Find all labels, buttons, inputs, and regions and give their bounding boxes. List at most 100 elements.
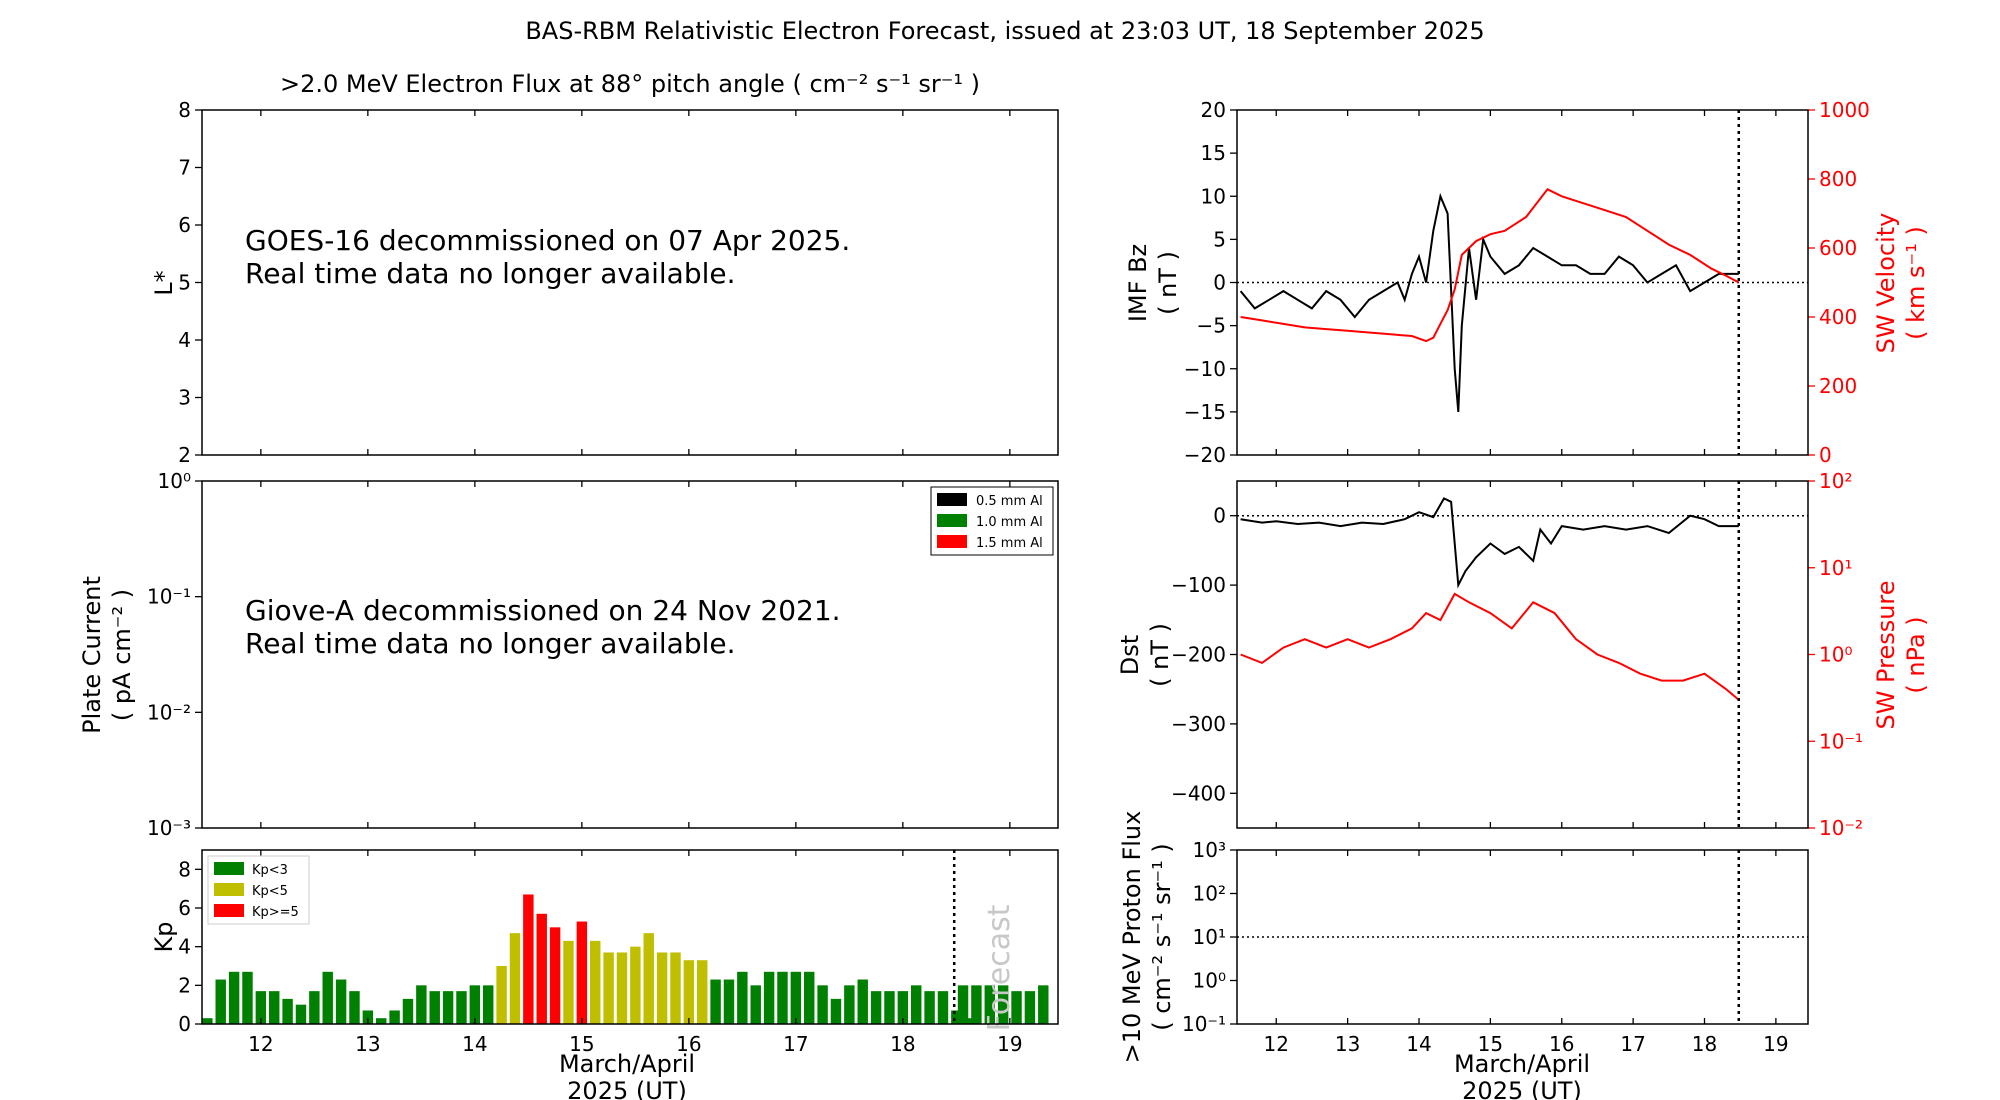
dst-y-tick-label: −100	[1171, 573, 1226, 597]
kp-x-tick-label: 18	[890, 1032, 915, 1056]
plate-current-message-line-2: Real time data no longer available.	[245, 627, 736, 660]
kp-bar	[643, 933, 654, 1024]
kp-legend-swatch-yellow	[214, 883, 244, 896]
kp-bar	[416, 985, 427, 1024]
imf-bz-x-ticks	[1275, 110, 1777, 455]
kp-x-tick-label: 19	[997, 1032, 1022, 1056]
kp-bar	[777, 971, 788, 1024]
kp-bar	[630, 946, 641, 1024]
electron-flux-message-line-2: Real time data no longer available.	[245, 257, 736, 290]
imf-bz-y-tick-label: −15	[1184, 400, 1226, 424]
sw-pressure-y-tick-label: 10⁰	[1819, 643, 1852, 667]
left-axis-series-line	[1239, 192, 1739, 412]
plate-current-y-ticks: 10⁻³ 10⁻² 10⁻¹ 10⁰	[147, 469, 202, 840]
kp-forecast-bar	[971, 985, 982, 1024]
kp-bar	[309, 991, 320, 1024]
proton-flux-y-label-line-1: >10 MeV Proton Flux	[1118, 811, 1146, 1064]
kp-bar	[804, 971, 815, 1024]
kp-bar	[683, 960, 695, 1024]
plate-current-y-tick-label: 10⁻²	[147, 700, 191, 724]
plate-legend-label-2: 1.5 mm Al	[976, 536, 1043, 551]
panel-electron-flux: >2.0 MeV Electron Flux at 88° pitch angl…	[150, 70, 1059, 467]
electron-flux-frame	[201, 109, 1059, 456]
kp-x-tick-label: 12	[248, 1032, 273, 1056]
plate-current-y-label-line-2: ( pA cm⁻² )	[108, 589, 136, 721]
proton-flux-y-tick-label: 10²	[1193, 882, 1226, 906]
panel-plate-current: 10⁻³ 10⁻² 10⁻¹ 10⁰ Plate Current ( pA cm⁻² …	[78, 469, 1059, 840]
kp-bar	[790, 971, 802, 1024]
kp-bar	[295, 1004, 307, 1024]
kp-bar	[737, 971, 748, 1024]
proton-flux-x-tick-label: 15	[1478, 1032, 1503, 1056]
kp-x-label-line-1: March/April	[559, 1050, 695, 1078]
kp-y-tick-label: 6	[178, 896, 191, 920]
kp-bar	[536, 913, 547, 1024]
kp-forecast-bar	[984, 985, 996, 1024]
imf-bz-frame	[1236, 109, 1809, 456]
figure-title: BAS-RBM Relativistic Electron Forecast, …	[525, 17, 1484, 45]
sw-velocity-y-tick-label: 400	[1819, 305, 1857, 329]
sw-velocity-y-tick-label: 600	[1819, 236, 1857, 260]
kp-legend-swatch-red	[214, 904, 244, 917]
plate-current-message-line-1: Giove-A decommissioned on 24 Nov 2021.	[245, 594, 841, 627]
proton-flux-y-tick-label: 10¹	[1193, 925, 1226, 949]
electron-flux-x-ticks	[260, 110, 1011, 455]
electron-flux-y-ticks: 2 3 4 5 6 7 8	[178, 98, 202, 467]
kp-bar	[723, 979, 735, 1024]
kp-bar	[429, 991, 440, 1024]
proton-flux-x-label-line-1: March/April	[1454, 1050, 1590, 1078]
kp-bars	[202, 894, 1049, 1024]
proton-flux-y-ticks: 10⁻¹ 10⁰ 10¹ 10² 10³	[1182, 838, 1237, 1036]
proton-flux-x-tick-label: 16	[1549, 1032, 1574, 1056]
electron-flux-y-label: L*	[150, 270, 178, 295]
kp-x-label-line-2: 2025 (UT)	[567, 1077, 687, 1100]
kp-legend-label-0: Kp<3	[252, 863, 288, 878]
kp-bar	[964, 1018, 975, 1024]
sw-pressure-y-tick-label: 10¹	[1819, 556, 1852, 580]
kp-bar	[402, 998, 414, 1024]
plate-current-legend: 0.5 mm Al 1.0 mm Al 1.5 mm Al	[930, 486, 1054, 556]
electron-flux-y-tick-label: 5	[178, 271, 191, 295]
dst-y-tick-label: −200	[1171, 643, 1226, 667]
electron-flux-message-line-1: GOES-16 decommissioned on 07 Apr 2025.	[245, 224, 850, 257]
kp-bar	[750, 985, 761, 1024]
imf-bz-y-tick-label: 10	[1201, 184, 1226, 208]
right-axis-series-line	[1240, 592, 1740, 701]
kp-bar	[937, 991, 949, 1024]
kp-bar	[710, 979, 721, 1024]
kp-y-tick-label: 2	[178, 973, 191, 997]
kp-bar	[242, 971, 253, 1024]
plate-legend-swatch-red	[937, 535, 967, 548]
kp-bar	[576, 921, 588, 1024]
dst-y-tick-label: −400	[1171, 781, 1226, 805]
sw-pressure-y-label-line-1: SW Pressure	[1872, 580, 1900, 729]
electron-flux-y-tick-label: 4	[178, 328, 191, 352]
kp-y-tick-label: 0	[178, 1012, 191, 1036]
plate-legend-swatch-green	[937, 514, 967, 527]
kp-bar	[616, 952, 628, 1024]
kp-forecast-bar	[997, 985, 1009, 1024]
kp-x-tick-label: 13	[355, 1032, 380, 1056]
kp-forecast-bar	[1038, 985, 1049, 1024]
kp-y-tick-label: 4	[178, 935, 191, 959]
imf-bz-y-tick-label: −20	[1184, 443, 1226, 467]
kp-bar	[456, 991, 467, 1024]
imf-bz-y-tick-label: 0	[1213, 271, 1226, 295]
kp-bar	[389, 1010, 400, 1024]
proton-flux-y-tick-label: 10⁻¹	[1182, 1012, 1226, 1036]
dst-y-label-line-1: Dst	[1116, 635, 1144, 675]
proton-flux-x-tick-label: 12	[1264, 1032, 1289, 1056]
dst-series	[1240, 497, 1740, 701]
dst-y-tick-label: 0	[1213, 504, 1226, 528]
proton-flux-x-tick-label: 13	[1335, 1032, 1360, 1056]
sw-pressure-y-tick-label: 10⁻²	[1819, 816, 1863, 840]
proton-flux-y-label-line-2: ( cm⁻² s⁻¹ sr⁻¹ )	[1148, 843, 1176, 1031]
plate-current-x-ticks	[260, 481, 1011, 828]
kp-x-ticks: 12 13 14 15 16 17 18 19	[248, 850, 1023, 1056]
kp-bar	[830, 998, 842, 1024]
kp-legend-swatch-green	[214, 862, 244, 875]
kp-x-tick-label: 16	[676, 1032, 701, 1056]
panel-proton-flux: 10⁻¹ 10⁰ 10¹ 10² 10³ 12 13 14 15 16 17 18 19 >10 Me…	[1118, 811, 1809, 1100]
